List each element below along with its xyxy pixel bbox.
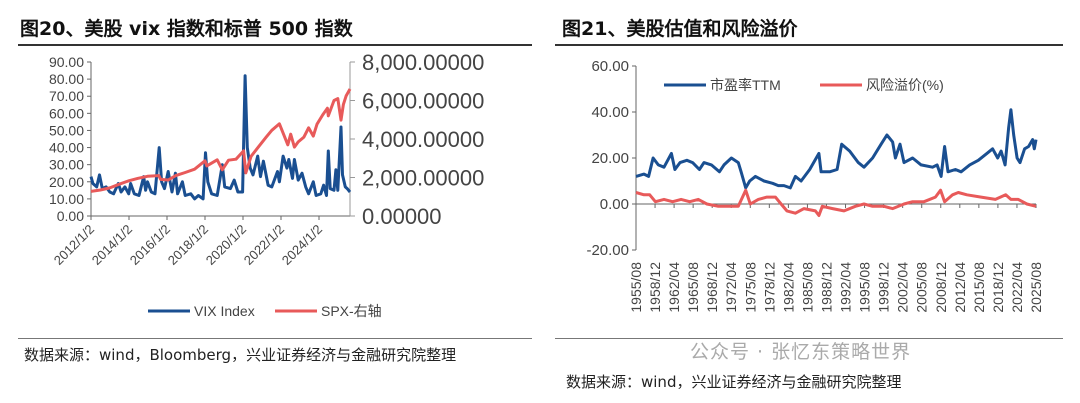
x-tick-label: 2005/08 [914,262,930,313]
x-tick-label: 1992/04 [838,262,854,313]
x-tick-label: 1958/12 [647,262,663,313]
y2-tick-label: 2,000.00000 [362,166,484,191]
x-tick-label: 2024/1/2 [279,222,325,268]
y-tick-label: 50.00 [49,122,84,138]
right-source-rule [555,338,1063,339]
y-tick-label: 40.00 [49,140,84,156]
legend-label-0: 市盈率TTM [710,77,781,93]
right-title-rule [555,44,1063,46]
x-tick-label: 2020/1/2 [203,222,249,268]
right-source: 数据来源：wind，兴业证券经济与金融研究院整理 [566,373,902,391]
y2-tick-label: 0.00000 [362,204,442,229]
x-tick-label: 2008/12 [933,262,949,313]
y-tick-label: 60.00 [591,58,629,75]
y2-tick-label: 8,000.00000 [362,50,484,75]
x-tick-label: 1975/08 [742,262,758,313]
y-tick-label: 20.00 [591,150,629,167]
left-title-rule [18,44,532,46]
y-tick-label: 60.00 [49,105,84,121]
y-tick-label: 0.00 [57,208,84,224]
x-tick-label: 2018/12 [990,262,1006,313]
x-tick-label: 1988/12 [818,262,834,313]
left-source: 数据来源：wind，Bloomberg，兴业证券经济与金融研究院整理 [24,346,457,364]
x-tick-label: 2016/1/2 [127,222,173,268]
x-tick-label: 2014/1/2 [89,222,135,268]
x-tick-label: 1972/04 [723,262,739,313]
series-line-0 [635,108,1038,190]
y-tick-label: 10.00 [49,191,84,207]
y-tick-label: 80.00 [49,71,84,87]
left-source-rule [18,338,532,339]
x-tick-label: 1985/08 [799,262,815,313]
x-tick-label: 2018/1/2 [165,222,211,268]
legend-label-1: SPX-右轴 [321,303,382,319]
series-line-1 [90,88,352,193]
x-tick-label: 1968/12 [704,262,720,313]
x-tick-label: 2022/04 [1009,262,1025,313]
x-tick-label: 2015/08 [971,262,987,313]
x-tick-label: 1978/12 [761,262,777,313]
watermark: 公众号 · 张忆东策略世界 [690,341,912,363]
y2-tick-label: 6,000.00000 [362,89,484,114]
x-tick-label: 2012/1/2 [51,222,97,268]
y-tick-label: -20.00 [586,242,629,259]
series-line-0 [89,74,352,201]
right-chart-title: 图21、美股估值和风险溢价 [562,18,798,40]
series-line-1 [635,188,1037,217]
y-tick-label: 0.00 [600,196,629,213]
legend-label-1: 风险溢价(%) [866,77,944,93]
x-tick-label: 1995/08 [857,262,873,313]
y2-tick-label: 4,000.00000 [362,127,484,152]
x-tick-label: 2022/1/2 [241,222,287,268]
x-tick-label: 2012/04 [952,262,968,313]
y-tick-label: 90.00 [49,54,84,70]
x-tick-label: 2025/08 [1028,262,1044,313]
y-tick-label: 30.00 [49,157,84,173]
x-tick-label: 2002/04 [895,262,911,313]
x-tick-label: 1965/08 [685,262,701,313]
legend-label-0: VIX Index [194,303,255,319]
x-tick-label: 1998/12 [876,262,892,313]
y-tick-label: 40.00 [591,104,629,121]
y-tick-label: 20.00 [49,174,84,190]
left-chart-title: 图20、美股 vix 指数和标普 500 指数 [20,18,353,40]
x-tick-label: 1955/08 [628,262,644,313]
x-tick-label: 1982/04 [780,262,796,313]
x-tick-label: 1962/04 [666,262,682,313]
y-tick-label: 70.00 [49,88,84,104]
